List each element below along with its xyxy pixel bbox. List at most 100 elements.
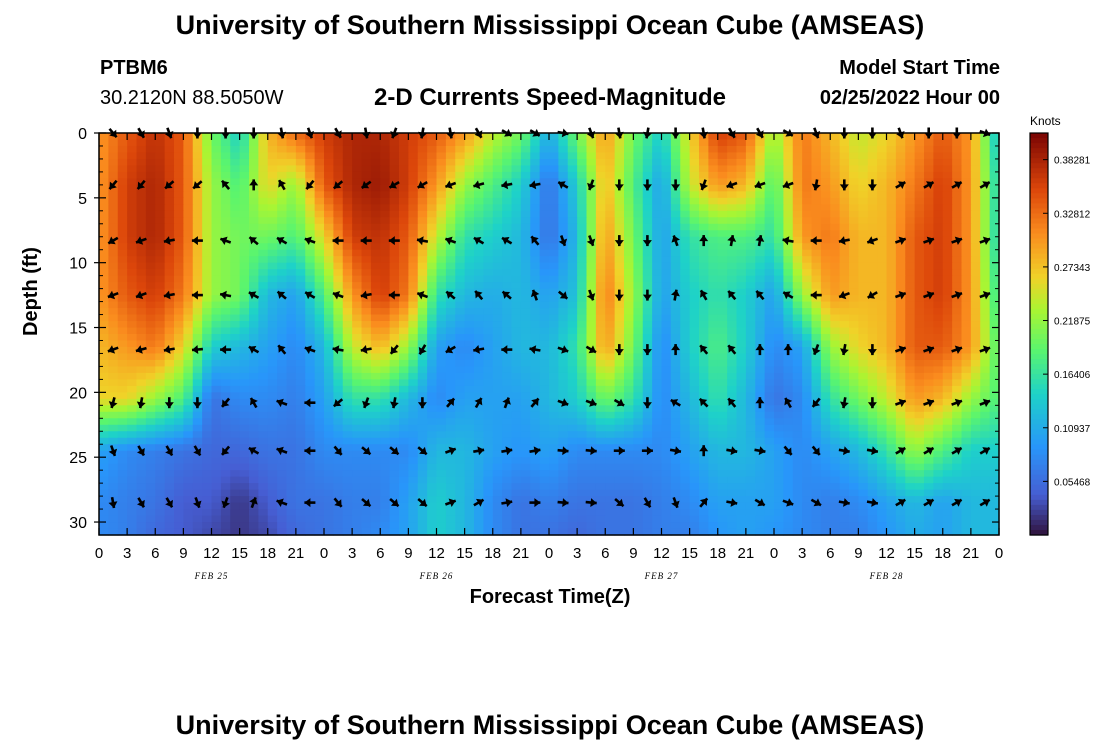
heat-cell [858,385,869,393]
heat-cell [924,321,934,329]
heat-cell [849,457,859,465]
heat-cell [595,171,606,179]
heat-cell [820,171,831,179]
heat-cell [389,314,400,322]
heat-cell [539,418,550,426]
heat-cell [961,372,972,380]
heat-cell [642,256,653,264]
heat-cell [249,450,259,458]
heat-cell [961,269,972,277]
heat-cell [286,308,297,316]
heat-cell [230,372,241,380]
heat-cell [792,236,803,244]
heat-cell [558,165,569,173]
heat-cell [820,236,831,244]
heat-cell [661,463,672,471]
heat-cell [258,217,269,225]
heat-cell [680,269,691,277]
heat-cell [820,379,831,387]
heat-cell [427,366,438,374]
heat-cell [830,353,841,361]
heat-cell [952,191,963,199]
heat-cell [717,444,728,452]
heat-cell [774,217,784,225]
heat-cell [492,366,503,374]
heat-cell [933,217,944,225]
heat-cell [202,346,213,355]
heat-cell [314,191,325,199]
heat-cell [539,431,550,439]
heat-cell [774,308,784,316]
heat-cell [849,327,859,335]
heat-cell [417,314,428,322]
heat-cell [352,133,363,141]
heat-cell [192,158,203,167]
heat-cell [539,392,550,400]
heat-cell [820,411,831,419]
heat-cell [464,275,475,283]
heat-cell [595,165,606,173]
heat-cell [277,262,288,270]
heat-cell [352,269,363,277]
heat-cell [736,314,747,322]
heat-cell [427,372,438,380]
heat-cell [530,372,541,380]
heat-cell [624,321,634,329]
heat-cell [389,372,400,380]
heat-cell [117,145,128,154]
heat-cell [361,359,372,368]
heat-cell [352,379,363,387]
heat-cell [614,411,625,419]
heat-cell [230,275,241,283]
heat-cell [399,171,409,179]
heat-cell [286,359,297,368]
heat-cell [249,262,259,270]
heat-cell [277,249,288,257]
heat-cell [614,243,625,251]
heat-cell [108,178,119,186]
heat-cell [455,223,466,231]
heat-cell [277,321,288,329]
heat-cell [727,437,738,445]
heat-cell [549,431,559,439]
heat-cell [783,295,794,303]
heat-cell [652,450,663,458]
heat-cell [680,346,691,355]
heat-cell [970,431,981,439]
heat-cell [905,314,916,322]
heat-cell [286,243,297,251]
heat-cell [680,424,691,432]
heat-cell [717,321,728,329]
heat-cell [192,359,203,368]
heat-cell [230,243,241,251]
heat-cell [567,301,578,309]
heat-cell [145,217,156,225]
heat-cell [689,431,700,439]
heat-cell [267,191,278,199]
heat-cell [727,457,738,465]
heat-cell [230,204,241,212]
heat-cell [867,230,878,238]
heat-cell [652,262,663,270]
heat-cell [474,178,484,186]
heat-cell [933,431,944,439]
heat-cell [849,444,859,452]
heat-cell [314,379,325,387]
heat-cell [652,243,663,251]
heat-cell [680,262,691,270]
heat-cell [183,444,194,452]
heat-cell [324,230,334,238]
heat-cell [858,301,869,309]
heat-cell [567,295,578,303]
heat-cell [924,295,934,303]
heat-cell [464,321,475,329]
heat-cell [792,450,803,458]
heat-cell [220,210,231,218]
heat-cell [502,366,513,374]
heat-cell [989,321,1000,329]
heat-cell [174,366,184,374]
heat-cell [661,282,672,290]
heat-cell [830,269,841,277]
heat-cell [577,346,588,355]
heat-cell [942,243,953,251]
